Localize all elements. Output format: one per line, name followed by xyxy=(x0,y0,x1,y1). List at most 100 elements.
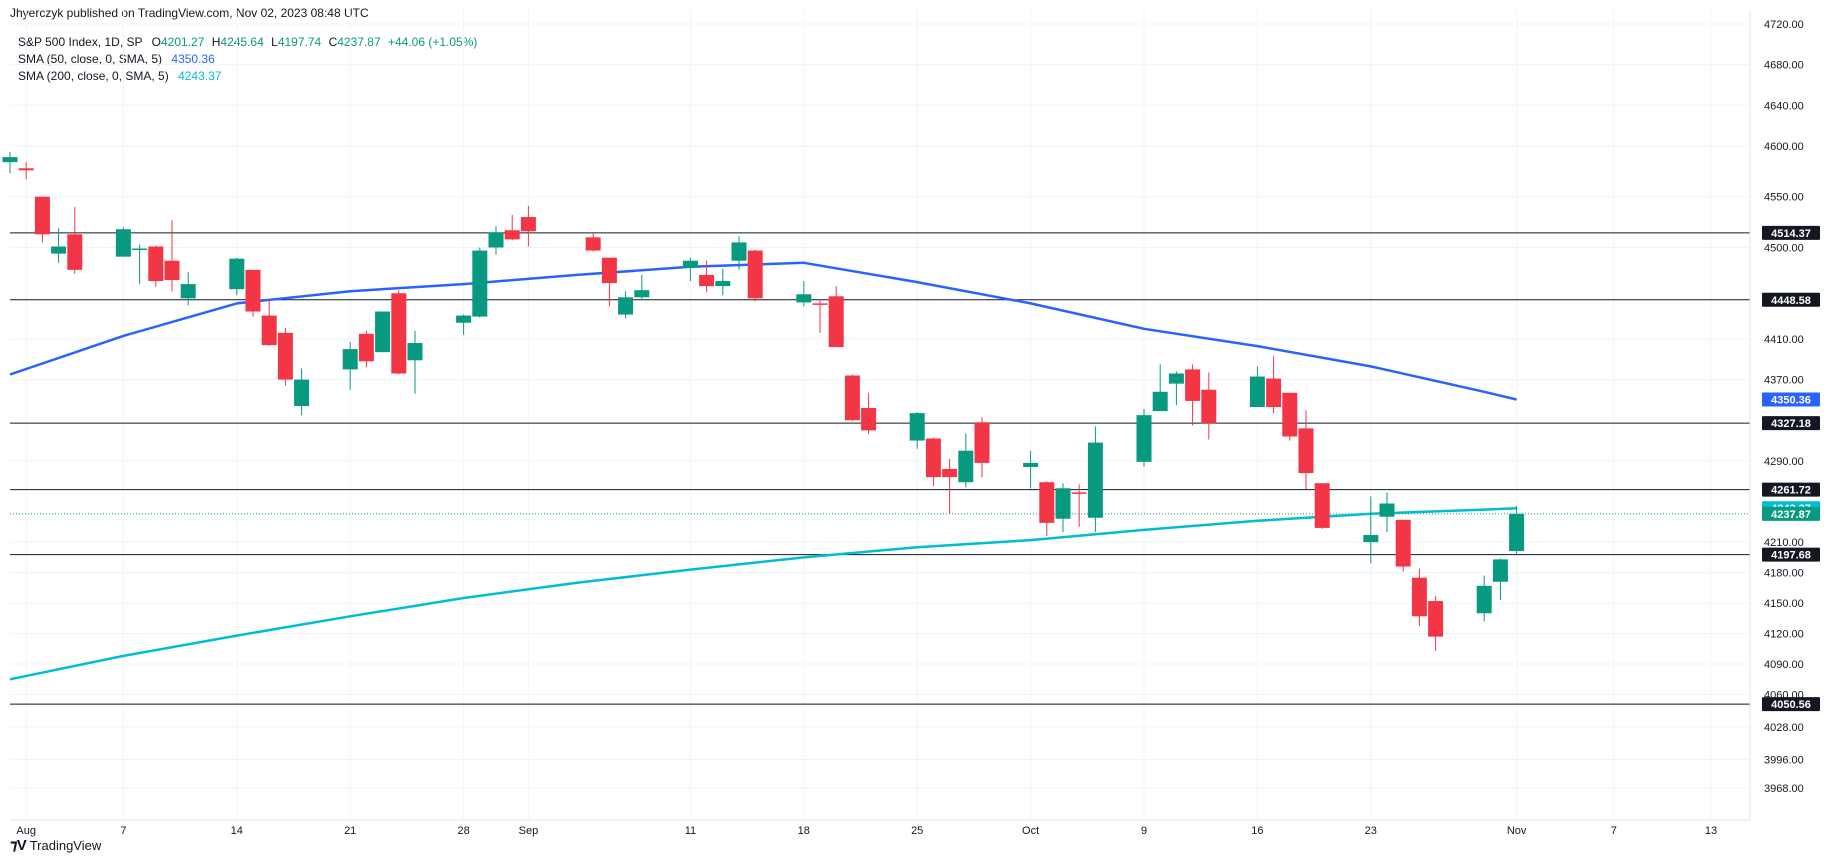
y-tick-label: 4410.00 xyxy=(1764,334,1804,346)
candle[interactable] xyxy=(229,257,245,296)
candle[interactable] xyxy=(1492,558,1508,601)
y-tick-label: 4120.00 xyxy=(1764,629,1804,641)
candle[interactable] xyxy=(1152,364,1168,412)
candle-body xyxy=(1509,513,1525,552)
candle[interactable] xyxy=(2,152,18,174)
candle[interactable] xyxy=(1379,492,1395,532)
candle[interactable] xyxy=(472,247,488,318)
candle[interactable] xyxy=(682,257,698,282)
candle[interactable] xyxy=(1087,426,1103,532)
candle[interactable] xyxy=(942,458,958,514)
candle[interactable] xyxy=(634,274,650,301)
candle[interactable] xyxy=(1023,450,1039,489)
candle[interactable] xyxy=(1363,496,1379,564)
candle-body xyxy=(18,168,34,171)
candle[interactable] xyxy=(261,299,277,347)
level-price-tag: 4327.18 xyxy=(1762,416,1820,431)
candle[interactable] xyxy=(909,412,925,449)
candle[interactable] xyxy=(1168,371,1184,405)
candle[interactable] xyxy=(715,268,731,296)
candle[interactable] xyxy=(488,226,504,255)
candle[interactable] xyxy=(925,437,941,487)
candle[interactable] xyxy=(1411,568,1427,627)
x-tick-label: Nov xyxy=(1507,825,1527,837)
candle[interactable] xyxy=(1314,483,1330,529)
candle[interactable] xyxy=(34,196,50,243)
candle[interactable] xyxy=(456,314,472,335)
candle-body xyxy=(699,274,715,287)
y-tick-label: 3968.00 xyxy=(1764,783,1804,795)
candle[interactable] xyxy=(1136,409,1152,467)
candle[interactable] xyxy=(407,330,423,394)
candles[interactable] xyxy=(2,152,1525,651)
svg-text:4197.68: 4197.68 xyxy=(1771,550,1811,562)
candle[interactable] xyxy=(67,206,83,274)
candle[interactable] xyxy=(245,269,261,317)
candle[interactable] xyxy=(1476,575,1492,622)
candle[interactable] xyxy=(861,392,877,435)
ohlc-legend-row: S&P 500 Index, 1D, SP O4201.27 H4245.64 … xyxy=(18,34,477,51)
candle[interactable] xyxy=(601,257,617,307)
svg-text:4350.36: 4350.36 xyxy=(1771,395,1811,407)
candle[interactable] xyxy=(828,286,844,348)
candle-body xyxy=(51,246,67,254)
candle[interactable] xyxy=(358,330,374,368)
candle[interactable] xyxy=(132,244,148,285)
svg-text:4261.72: 4261.72 xyxy=(1771,485,1811,497)
candle[interactable] xyxy=(1201,372,1217,440)
candle[interactable] xyxy=(504,215,520,241)
candle[interactable] xyxy=(1266,356,1282,414)
chart-legend: S&P 500 Index, 1D, SP O4201.27 H4245.64 … xyxy=(18,34,477,85)
candle[interactable] xyxy=(51,228,67,263)
candle-body xyxy=(682,260,698,268)
candle[interactable] xyxy=(115,227,131,257)
candle[interactable] xyxy=(618,291,634,319)
candle[interactable] xyxy=(342,341,358,390)
x-tick-label: 11 xyxy=(685,825,696,837)
y-tick-label: 4290.00 xyxy=(1764,456,1804,468)
candle[interactable] xyxy=(148,245,164,288)
candle[interactable] xyxy=(375,311,391,353)
candle[interactable] xyxy=(731,236,747,270)
candle[interactable] xyxy=(1428,595,1444,651)
candle[interactable] xyxy=(1055,483,1071,532)
candle[interactable] xyxy=(844,374,860,422)
candle[interactable] xyxy=(1395,519,1411,572)
candle-body xyxy=(1476,585,1492,614)
candle[interactable] xyxy=(747,249,763,302)
close-label: C xyxy=(328,35,338,49)
candle[interactable] xyxy=(391,290,407,375)
candle[interactable] xyxy=(180,271,196,306)
y-tick-label: 3996.00 xyxy=(1764,755,1804,767)
x-tick-label: Sep xyxy=(519,825,539,837)
candle[interactable] xyxy=(1071,484,1087,527)
candle[interactable] xyxy=(974,417,990,478)
svg-text:4514.37: 4514.37 xyxy=(1771,228,1811,240)
level-price-tag: 4050.56 xyxy=(1762,697,1820,712)
candle[interactable] xyxy=(277,327,293,386)
candle[interactable] xyxy=(796,281,812,307)
y-tick-label: 4090.00 xyxy=(1764,659,1804,671)
candle[interactable] xyxy=(1509,505,1525,555)
candle[interactable] xyxy=(164,220,180,292)
candle[interactable] xyxy=(1249,366,1265,408)
candle[interactable] xyxy=(18,162,34,180)
candle[interactable] xyxy=(699,260,715,293)
candle[interactable] xyxy=(520,205,536,247)
tradingview-logo-icon: ⁊V xyxy=(10,837,27,854)
candle-body xyxy=(844,375,860,421)
candle[interactable] xyxy=(1039,481,1055,537)
x-tick-label: 7 xyxy=(120,825,126,837)
candle[interactable] xyxy=(1298,410,1314,490)
candle[interactable] xyxy=(294,368,310,416)
candle[interactable] xyxy=(1185,364,1201,426)
candle[interactable] xyxy=(958,433,974,488)
sma200-value: 4243.37 xyxy=(178,69,222,83)
tradingview-logo[interactable]: ⁊V TradingView xyxy=(10,836,101,854)
candle[interactable] xyxy=(585,233,601,252)
candle[interactable] xyxy=(1282,392,1298,441)
candle-body xyxy=(294,379,310,406)
candle[interactable] xyxy=(812,299,828,333)
sma50-legend-row: SMA (50, close, 0, SMA, 5) 4350.36 xyxy=(18,51,477,68)
